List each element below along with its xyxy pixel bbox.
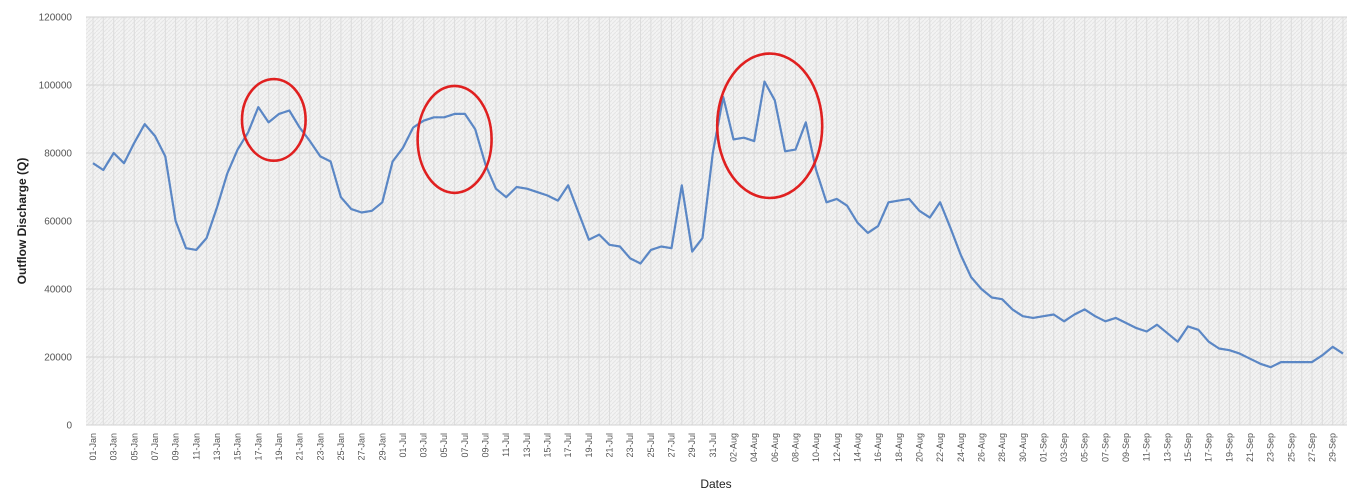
x-tick-label: 19-Sep (1224, 433, 1234, 462)
x-axis-ticks: 01-Jan 03-Jan 05-Jan 07-Jan 09-Jan 11-Jan 13-J… (88, 433, 1338, 462)
y-tick-label: 60000 (44, 217, 72, 228)
x-tick-label: 01-Jul (398, 433, 408, 458)
x-tick-label: 11-Jan (191, 433, 201, 460)
x-tick-label: 18-Aug (894, 433, 904, 462)
highlight-circle (416, 84, 493, 195)
y-tick-label: 80000 (44, 149, 72, 160)
x-tick-label: 09-Jul (481, 433, 491, 458)
x-tick-label: 31-Jul (708, 433, 718, 458)
x-tick-label: 29-Jul (687, 433, 697, 458)
x-tick-label: 30-Aug (1018, 433, 1028, 462)
x-tick-label: 09-Sep (1121, 433, 1131, 462)
x-tick-label: 21-Jan (295, 433, 305, 461)
x-tick-label: 08-Aug (791, 433, 801, 462)
x-tick-label: 07-Jul (460, 433, 470, 458)
x-tick-label: 03-Jan (109, 433, 119, 461)
highlight-circles (240, 52, 824, 200)
x-tick-label: 21-Jul (605, 433, 615, 458)
highlight-circle (715, 52, 824, 200)
x-tick-label: 06-Aug (770, 433, 780, 462)
x-tick-label: 25-Sep (1286, 433, 1296, 462)
x-tick-label: 15-Jan (233, 433, 243, 461)
gridlines (86, 16, 1347, 426)
x-tick-label: 05-Sep (1080, 433, 1090, 462)
x-tick-label: 09-Jan (171, 433, 181, 461)
y-tick-label: 120000 (39, 13, 73, 24)
x-tick-label: 24-Aug (956, 433, 966, 462)
x-tick-label: 05-Jan (129, 433, 139, 461)
x-axis-title: Dates (700, 477, 731, 491)
x-tick-label: 13-Sep (1162, 433, 1172, 462)
x-tick-label: 27-Jan (357, 433, 367, 461)
x-tick-label: 29-Sep (1328, 433, 1338, 462)
y-tick-label: 100000 (39, 81, 73, 92)
x-tick-label: 07-Sep (1100, 433, 1110, 462)
y-axis-ticks: 0 20000 40000 60000 80000 100000 120000 (39, 13, 73, 432)
x-tick-label: 17-Jan (253, 433, 263, 461)
y-axis-title: Outflow Discharge (Q) (15, 158, 29, 285)
x-tick-label: 23-Jul (625, 433, 635, 458)
x-tick-label: 17-Sep (1204, 433, 1214, 462)
x-tick-label: 20-Aug (914, 433, 924, 462)
y-tick-label: 20000 (44, 353, 72, 364)
x-tick-label: 11-Sep (1142, 433, 1152, 461)
x-tick-label: 03-Jul (419, 433, 429, 458)
x-tick-label: 22-Aug (935, 433, 945, 462)
x-tick-label: 25-Jul (646, 433, 656, 458)
x-tick-label: 12-Aug (832, 433, 842, 462)
x-tick-label: 26-Aug (976, 433, 986, 462)
x-tick-label: 13-Jan (212, 433, 222, 461)
x-tick-label: 15-Jul (543, 433, 553, 458)
x-tick-label: 13-Jul (522, 433, 532, 458)
x-tick-label: 14-Aug (853, 433, 863, 462)
x-tick-label: 05-Jul (439, 433, 449, 458)
x-tick-label: 16-Aug (873, 433, 883, 462)
x-tick-label: 29-Jan (377, 433, 387, 461)
x-tick-label: 01-Jan (88, 433, 98, 461)
x-tick-label: 17-Jul (563, 433, 573, 458)
x-tick-label: 27-Jul (667, 433, 677, 458)
x-tick-label: 11-Jul (501, 433, 511, 457)
y-tick-label: 40000 (44, 285, 72, 296)
x-tick-label: 03-Sep (1059, 433, 1069, 462)
x-tick-label: 01-Sep (1038, 433, 1048, 462)
x-tick-label: 19-Jul (584, 433, 594, 458)
x-tick-label: 04-Aug (749, 433, 759, 462)
x-tick-label: 21-Sep (1245, 433, 1255, 462)
x-tick-label: 25-Jan (336, 433, 346, 461)
x-tick-label: 07-Jan (150, 433, 160, 461)
x-tick-label: 28-Aug (997, 433, 1007, 462)
x-tick-label: 23-Sep (1266, 433, 1276, 462)
x-tick-label: 27-Sep (1307, 433, 1317, 462)
x-tick-label: 02-Aug (729, 433, 739, 462)
x-tick-label: 10-Aug (811, 433, 821, 462)
x-tick-label: 23-Jan (315, 433, 325, 461)
y-tick-label: 0 (66, 421, 72, 432)
highlight-circle (240, 77, 307, 163)
x-tick-label: 15-Sep (1183, 433, 1193, 462)
x-tick-label: 19-Jan (274, 433, 284, 461)
